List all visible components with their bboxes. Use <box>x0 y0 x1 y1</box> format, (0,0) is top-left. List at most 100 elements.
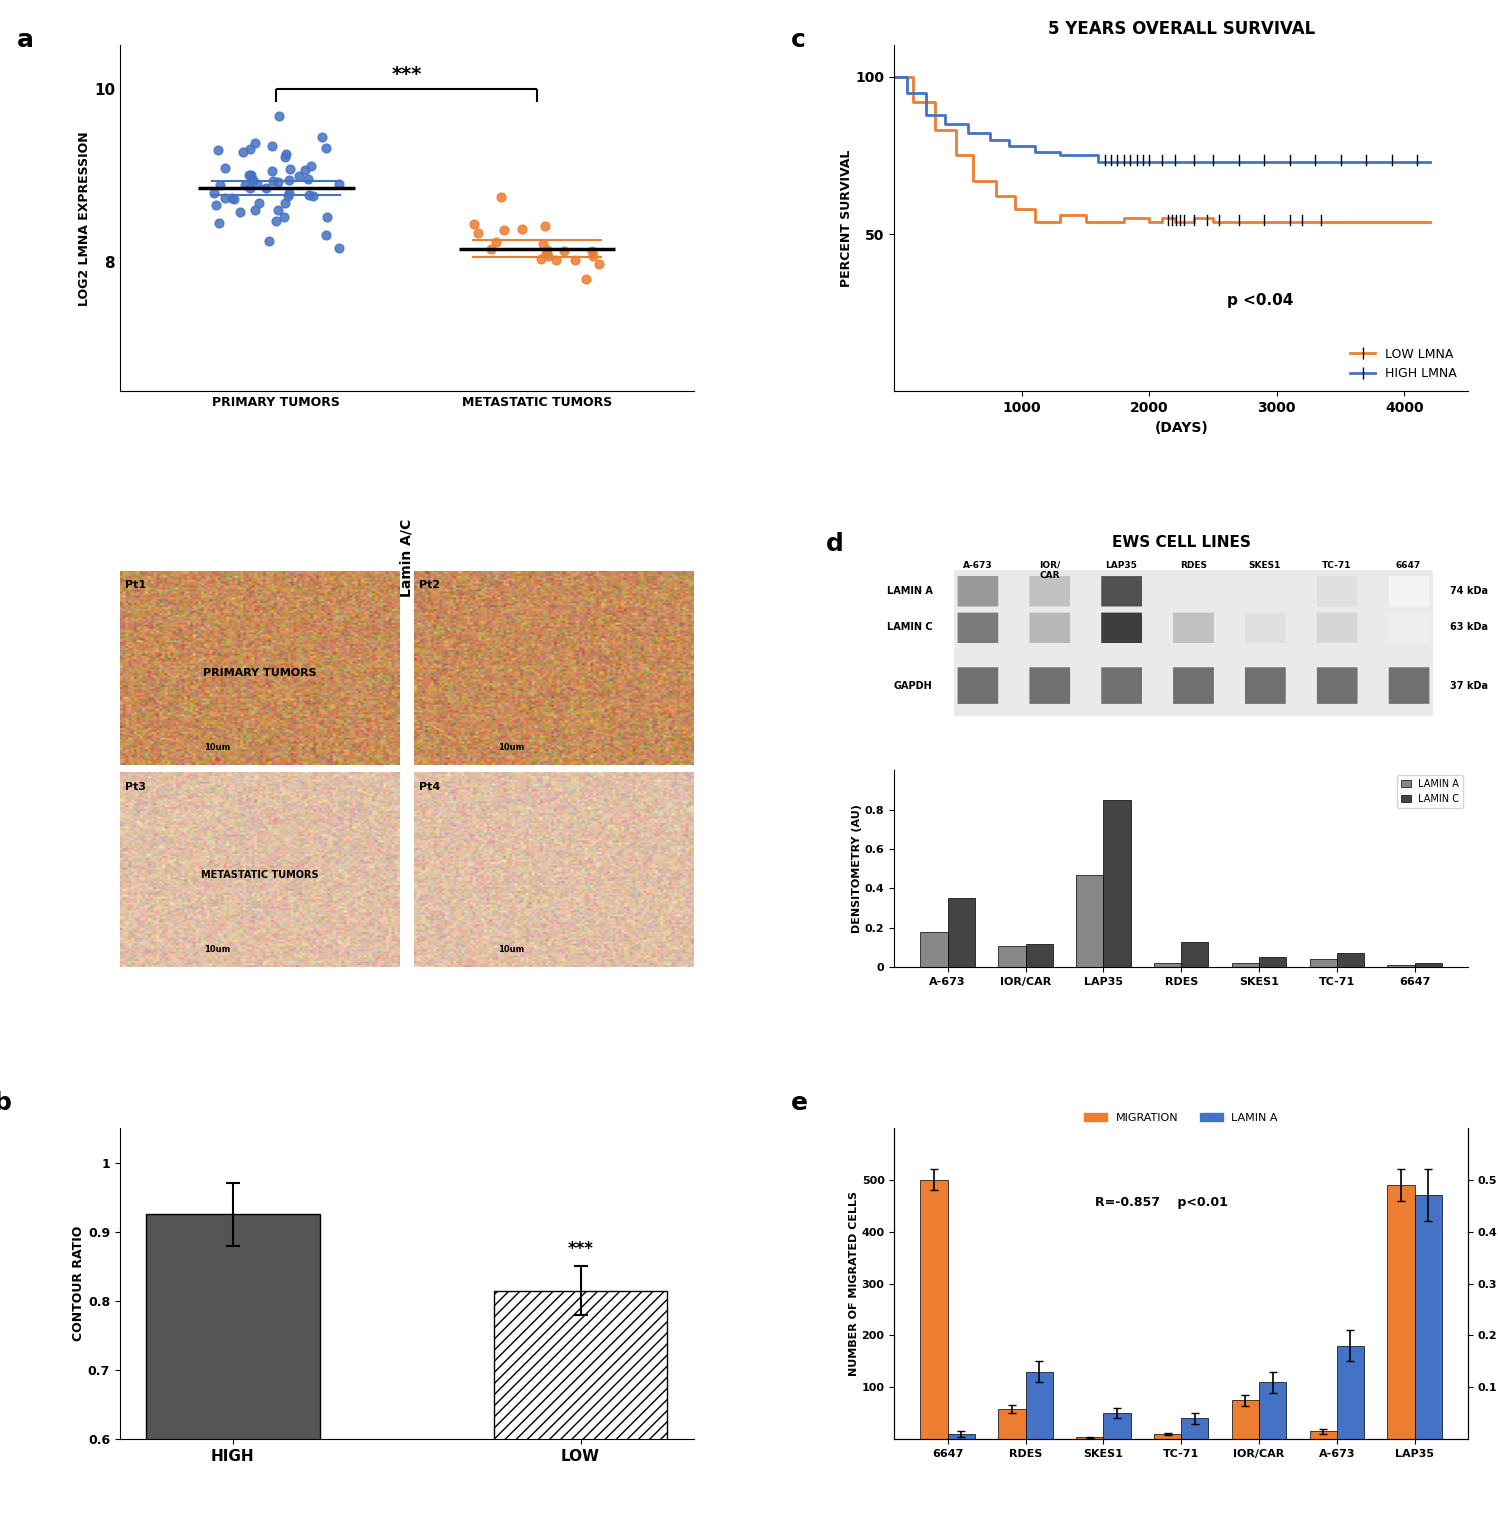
Bar <box>1309 959 1336 967</box>
Bar <box>1104 800 1131 967</box>
Bar <box>1414 964 1443 967</box>
Point <box>292 158 316 182</box>
Text: e: e <box>791 1091 807 1115</box>
Text: TC-71: TC-71 <box>1321 561 1351 570</box>
Text: RDES: RDES <box>1179 561 1207 570</box>
Point <box>509 217 533 241</box>
Point <box>493 218 517 242</box>
Text: LAMIN C: LAMIN C <box>887 623 933 632</box>
Point <box>202 182 226 206</box>
Point <box>581 244 605 268</box>
Point <box>277 168 301 192</box>
Text: METASTATIC TUMORS: METASTATIC TUMORS <box>201 870 319 880</box>
Point <box>277 180 301 205</box>
Point <box>297 167 321 191</box>
Point <box>530 232 554 256</box>
Bar <box>1153 964 1182 967</box>
Title: 5 YEARS OVERALL SURVIVAL: 5 YEARS OVERALL SURVIVAL <box>1047 20 1315 38</box>
Point <box>327 171 351 195</box>
Point <box>276 185 300 209</box>
Point <box>243 132 267 156</box>
Point <box>533 241 557 265</box>
Y-axis label: PERCENT SURVIVAL: PERCENT SURVIVAL <box>840 150 852 286</box>
Text: 10um: 10um <box>497 742 524 751</box>
Text: Pt4: Pt4 <box>419 782 440 792</box>
Bar <box>494 1291 668 1515</box>
Text: Pt3: Pt3 <box>126 782 147 792</box>
Text: Pt2: Pt2 <box>419 580 440 591</box>
Point <box>208 173 232 197</box>
Bar <box>1336 953 1365 967</box>
Point <box>484 230 508 255</box>
Point <box>267 105 291 129</box>
Text: d: d <box>825 532 843 556</box>
Point <box>238 176 262 200</box>
Legend: LOW LMNA, HIGH LMNA: LOW LMNA, HIGH LMNA <box>1345 342 1462 385</box>
Text: 10um: 10um <box>204 742 231 751</box>
Point <box>247 191 271 215</box>
Text: a: a <box>16 29 33 52</box>
Bar <box>948 898 975 967</box>
Point <box>535 238 559 262</box>
Bar <box>145 1215 319 1515</box>
Point <box>204 192 228 217</box>
Text: b: b <box>0 1091 12 1115</box>
Text: LAP35: LAP35 <box>1106 561 1137 570</box>
Point <box>238 136 262 161</box>
Bar <box>1414 1195 1443 1439</box>
Point <box>544 248 568 273</box>
Point <box>274 142 298 167</box>
Point <box>267 198 291 223</box>
Bar <box>1231 1400 1258 1439</box>
Bar <box>1387 1185 1414 1439</box>
Text: p <0.04: p <0.04 <box>1227 292 1293 308</box>
Text: GAPDH: GAPDH <box>894 680 933 691</box>
Bar <box>1153 1435 1182 1439</box>
Point <box>479 236 503 261</box>
Point <box>315 205 339 229</box>
Point <box>241 168 265 192</box>
Point <box>237 162 261 186</box>
Bar <box>1026 1371 1053 1439</box>
Text: LAMIN A: LAMIN A <box>887 586 933 595</box>
Point <box>256 229 280 253</box>
Point <box>580 239 604 264</box>
Point <box>220 186 244 211</box>
Bar <box>1231 964 1258 967</box>
Bar <box>998 1409 1026 1439</box>
Point <box>327 236 351 261</box>
Point <box>288 164 312 188</box>
Text: c: c <box>791 29 806 52</box>
Point <box>533 214 557 238</box>
Bar <box>1104 1413 1131 1439</box>
Text: R=-0.857    p<0.01: R=-0.857 p<0.01 <box>1095 1195 1228 1209</box>
Y-axis label: DENSITOMETRY (AU): DENSITOMETRY (AU) <box>852 804 861 933</box>
Point <box>244 173 268 197</box>
Point <box>231 139 255 164</box>
Point <box>264 209 288 233</box>
Text: 37 kDa: 37 kDa <box>1450 680 1488 691</box>
Point <box>208 211 232 235</box>
Bar <box>1026 944 1053 967</box>
Point <box>261 170 285 194</box>
Y-axis label: NUMBER OF MIGRATED CELLS: NUMBER OF MIGRATED CELLS <box>849 1191 858 1376</box>
Point <box>253 176 277 200</box>
Text: A-673: A-673 <box>963 561 993 570</box>
Point <box>261 159 285 183</box>
Bar <box>920 1180 948 1439</box>
Point <box>259 133 283 158</box>
X-axis label: (DAYS): (DAYS) <box>1155 421 1207 435</box>
Text: ***: *** <box>568 1239 593 1257</box>
Bar <box>1258 1382 1287 1439</box>
Y-axis label: LOG2 LMNA EXPRESSION: LOG2 LMNA EXPRESSION <box>78 132 91 306</box>
Bar <box>998 945 1026 967</box>
Bar <box>1076 874 1104 967</box>
Point <box>213 186 237 211</box>
Text: 10um: 10um <box>497 944 524 953</box>
Legend: MIGRATION, LAMIN A: MIGRATION, LAMIN A <box>1080 1109 1282 1127</box>
Text: Pt1: Pt1 <box>126 580 147 591</box>
Legend: LAMIN A, LAMIN C: LAMIN A, LAMIN C <box>1398 776 1464 807</box>
Bar <box>948 1435 975 1439</box>
Text: 10um: 10um <box>204 944 231 953</box>
Title: EWS CELL LINES: EWS CELL LINES <box>1112 535 1251 550</box>
